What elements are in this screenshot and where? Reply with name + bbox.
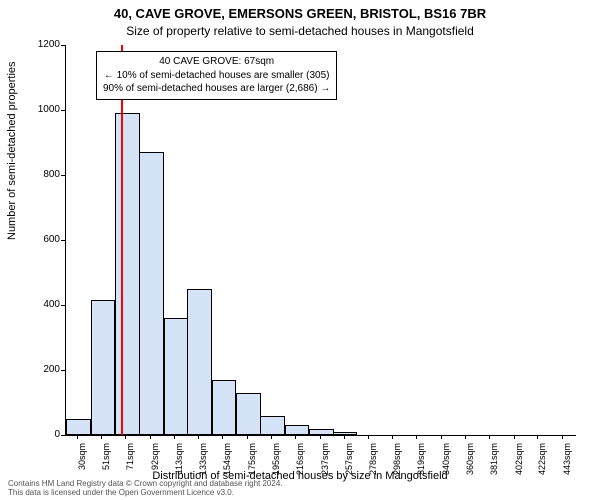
title-sub: Size of property relative to semi-detach… [0,24,600,38]
x-tick-mark [271,435,272,439]
title-main: 40, CAVE GROVE, EMERSONS GREEN, BRISTOL,… [0,6,600,21]
x-tick-mark [77,435,78,439]
x-tick-label: 422sqm [537,443,547,488]
x-tick-label: 154sqm [222,443,232,488]
x-tick-mark [295,435,296,439]
y-tick-mark [61,435,65,436]
x-tick-label: 92sqm [150,443,160,488]
y-tick-label: 600 [30,234,60,245]
histogram-bar [260,416,285,436]
x-tick-mark [247,435,248,439]
histogram-bar [66,419,91,435]
x-tick-label: 175sqm [247,443,257,488]
footer-attribution: Contains HM Land Registry data © Crown c… [8,480,283,498]
x-tick-label: 133sqm [198,443,208,488]
info-box-line2: ← 10% of semi-detached houses are smalle… [103,69,330,83]
chart-container: 40, CAVE GROVE, EMERSONS GREEN, BRISTOL,… [0,0,600,500]
x-tick-label: 51sqm [101,443,111,488]
histogram-bar [115,113,140,435]
histogram-bar [187,289,212,435]
x-tick-mark [368,435,369,439]
x-tick-label: 278sqm [368,443,378,488]
y-tick-label: 1200 [30,39,60,50]
y-tick-mark [61,240,65,241]
histogram-bar [91,300,116,435]
info-box-line1: 40 CAVE GROVE: 67sqm [103,55,330,69]
info-box-line3: 90% of semi-detached houses are larger (… [103,82,330,96]
x-tick-label: 216sqm [295,443,305,488]
x-tick-label: 71sqm [125,443,135,488]
x-tick-mark [489,435,490,439]
y-tick-label: 0 [30,429,60,440]
histogram-bar [309,429,334,436]
x-tick-mark [150,435,151,439]
x-tick-label: 443sqm [562,443,572,488]
x-tick-label: 298sqm [392,443,402,488]
y-tick-mark [61,175,65,176]
y-tick-mark [61,370,65,371]
x-tick-label: 381sqm [489,443,499,488]
y-tick-mark [61,305,65,306]
histogram-bar [212,380,237,435]
histogram-bar [139,152,164,435]
x-tick-mark [392,435,393,439]
plot-area: 40 CAVE GROVE: 67sqm ← 10% of semi-detac… [65,45,576,436]
property-indicator-line [121,45,123,435]
x-tick-mark [537,435,538,439]
y-tick-mark [61,110,65,111]
footer-line2: This data is licensed under the Open Gov… [8,489,283,498]
x-tick-mark [514,435,515,439]
histogram-bar [236,393,261,435]
x-tick-mark [198,435,199,439]
x-tick-mark [465,435,466,439]
x-tick-mark [416,435,417,439]
y-tick-label: 800 [30,169,60,180]
x-tick-mark [562,435,563,439]
x-tick-label: 360sqm [465,443,475,488]
x-tick-mark [174,435,175,439]
y-tick-label: 400 [30,299,60,310]
x-tick-label: 30sqm [77,443,87,488]
x-tick-label: 237sqm [320,443,330,488]
y-tick-label: 1000 [30,104,60,115]
x-tick-mark [320,435,321,439]
x-tick-mark [125,435,126,439]
x-tick-label: 195sqm [271,443,281,488]
x-tick-mark [101,435,102,439]
x-tick-label: 402sqm [514,443,524,488]
x-tick-label: 257sqm [344,443,354,488]
x-tick-label: 319sqm [416,443,426,488]
histogram-bar [333,432,358,435]
y-tick-mark [61,45,65,46]
y-tick-label: 200 [30,364,60,375]
x-tick-mark [441,435,442,439]
histogram-bar [285,425,310,435]
info-box: 40 CAVE GROVE: 67sqm ← 10% of semi-detac… [96,51,337,100]
x-tick-mark [344,435,345,439]
x-tick-label: 113sqm [174,443,184,488]
x-tick-mark [222,435,223,439]
y-axis-label: Number of semi-detached properties [6,61,18,240]
x-tick-label: 340sqm [441,443,451,488]
histogram-bar [164,318,189,435]
